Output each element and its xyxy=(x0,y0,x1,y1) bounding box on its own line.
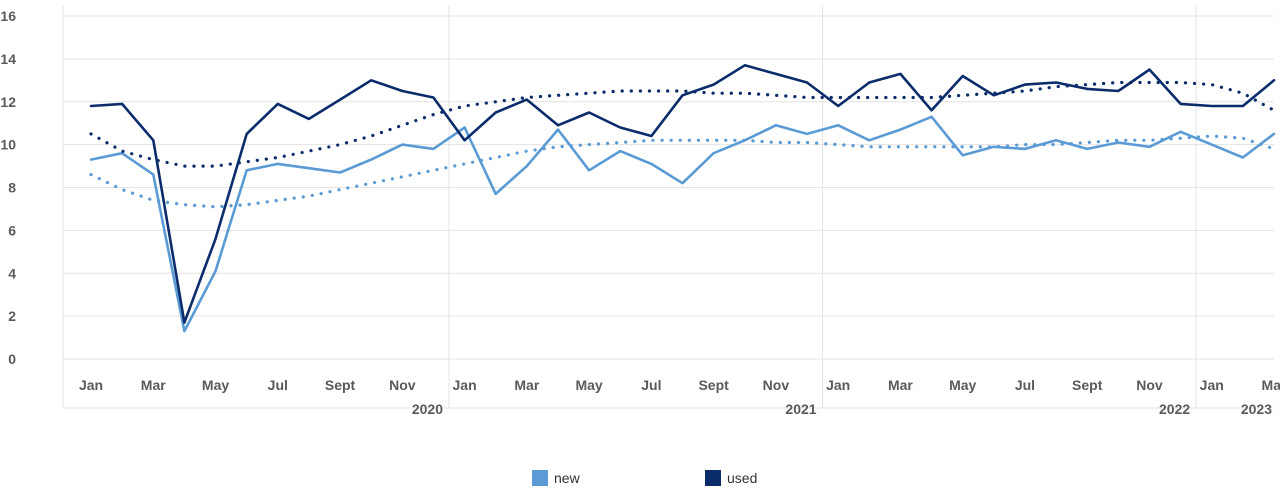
x-tick-label: Mar xyxy=(141,377,166,393)
x-tick-label: Nov xyxy=(1136,377,1163,393)
series-line-new xyxy=(89,115,1276,333)
legend-item-used: used xyxy=(705,470,757,486)
x-axis: Jan Mar May Jul Sept Nov Jan Mar May Jul Sept Nov Ja… xyxy=(79,377,1280,417)
x-tick-label: Jul xyxy=(641,377,661,393)
legend-label-new: new xyxy=(554,470,580,486)
y-tick-label: 6 xyxy=(8,222,16,238)
y-tick-label: 2 xyxy=(8,308,16,324)
x-tick-label: Jan xyxy=(1200,377,1224,393)
year-label: 2021 xyxy=(785,401,816,417)
y-tick-label: 16 xyxy=(0,8,16,24)
y-tick-label: 0 xyxy=(8,351,16,367)
x-tick-label: Jan xyxy=(826,377,850,393)
legend: new used xyxy=(0,470,1280,490)
x-tick-label: Jul xyxy=(1015,377,1035,393)
x-tick-label: May xyxy=(575,377,602,393)
line-chart: 0 2 4 6 8 10 12 14 16 Jan Mar May Jul Sept Nov Jan Mar M… xyxy=(0,6,1280,417)
x-tick-label: Mar xyxy=(514,377,539,393)
legend-swatch-used xyxy=(705,470,721,486)
series-line-trend-3-dotted xyxy=(89,80,1276,168)
y-tick-label: 10 xyxy=(0,137,16,153)
y-axis: 0 2 4 6 8 10 12 14 16 xyxy=(0,8,16,367)
x-tick-label: Sept xyxy=(325,377,356,393)
x-tick-label: May xyxy=(202,377,229,393)
legend-item-new: new xyxy=(532,470,580,486)
y-tick-label: 14 xyxy=(0,51,16,67)
legend-label-used: used xyxy=(727,470,758,486)
x-tick-label: Jan xyxy=(79,377,103,393)
grid-lines xyxy=(62,6,1274,409)
legend-swatch-new xyxy=(532,470,548,486)
x-tick-label: May xyxy=(949,377,976,393)
x-tick-label: Sept xyxy=(1072,377,1103,393)
y-tick-label: 4 xyxy=(8,265,16,281)
y-tick-label: 12 xyxy=(0,94,16,110)
x-tick-label: Nov xyxy=(389,377,416,393)
x-tick-label: Nov xyxy=(763,377,790,393)
series-lines xyxy=(89,64,1276,333)
series-line-used xyxy=(89,64,1276,324)
year-label: 2023 xyxy=(1241,401,1272,417)
year-label: 2020 xyxy=(412,401,443,417)
x-tick-label: Mar xyxy=(888,377,913,393)
x-tick-label: Jan xyxy=(453,377,477,393)
x-tick-label: Jul xyxy=(268,377,288,393)
x-tick-label: Mar xyxy=(1262,377,1280,393)
y-tick-label: 8 xyxy=(8,180,16,196)
year-label: 2022 xyxy=(1159,401,1190,417)
x-tick-label: Sept xyxy=(698,377,729,393)
